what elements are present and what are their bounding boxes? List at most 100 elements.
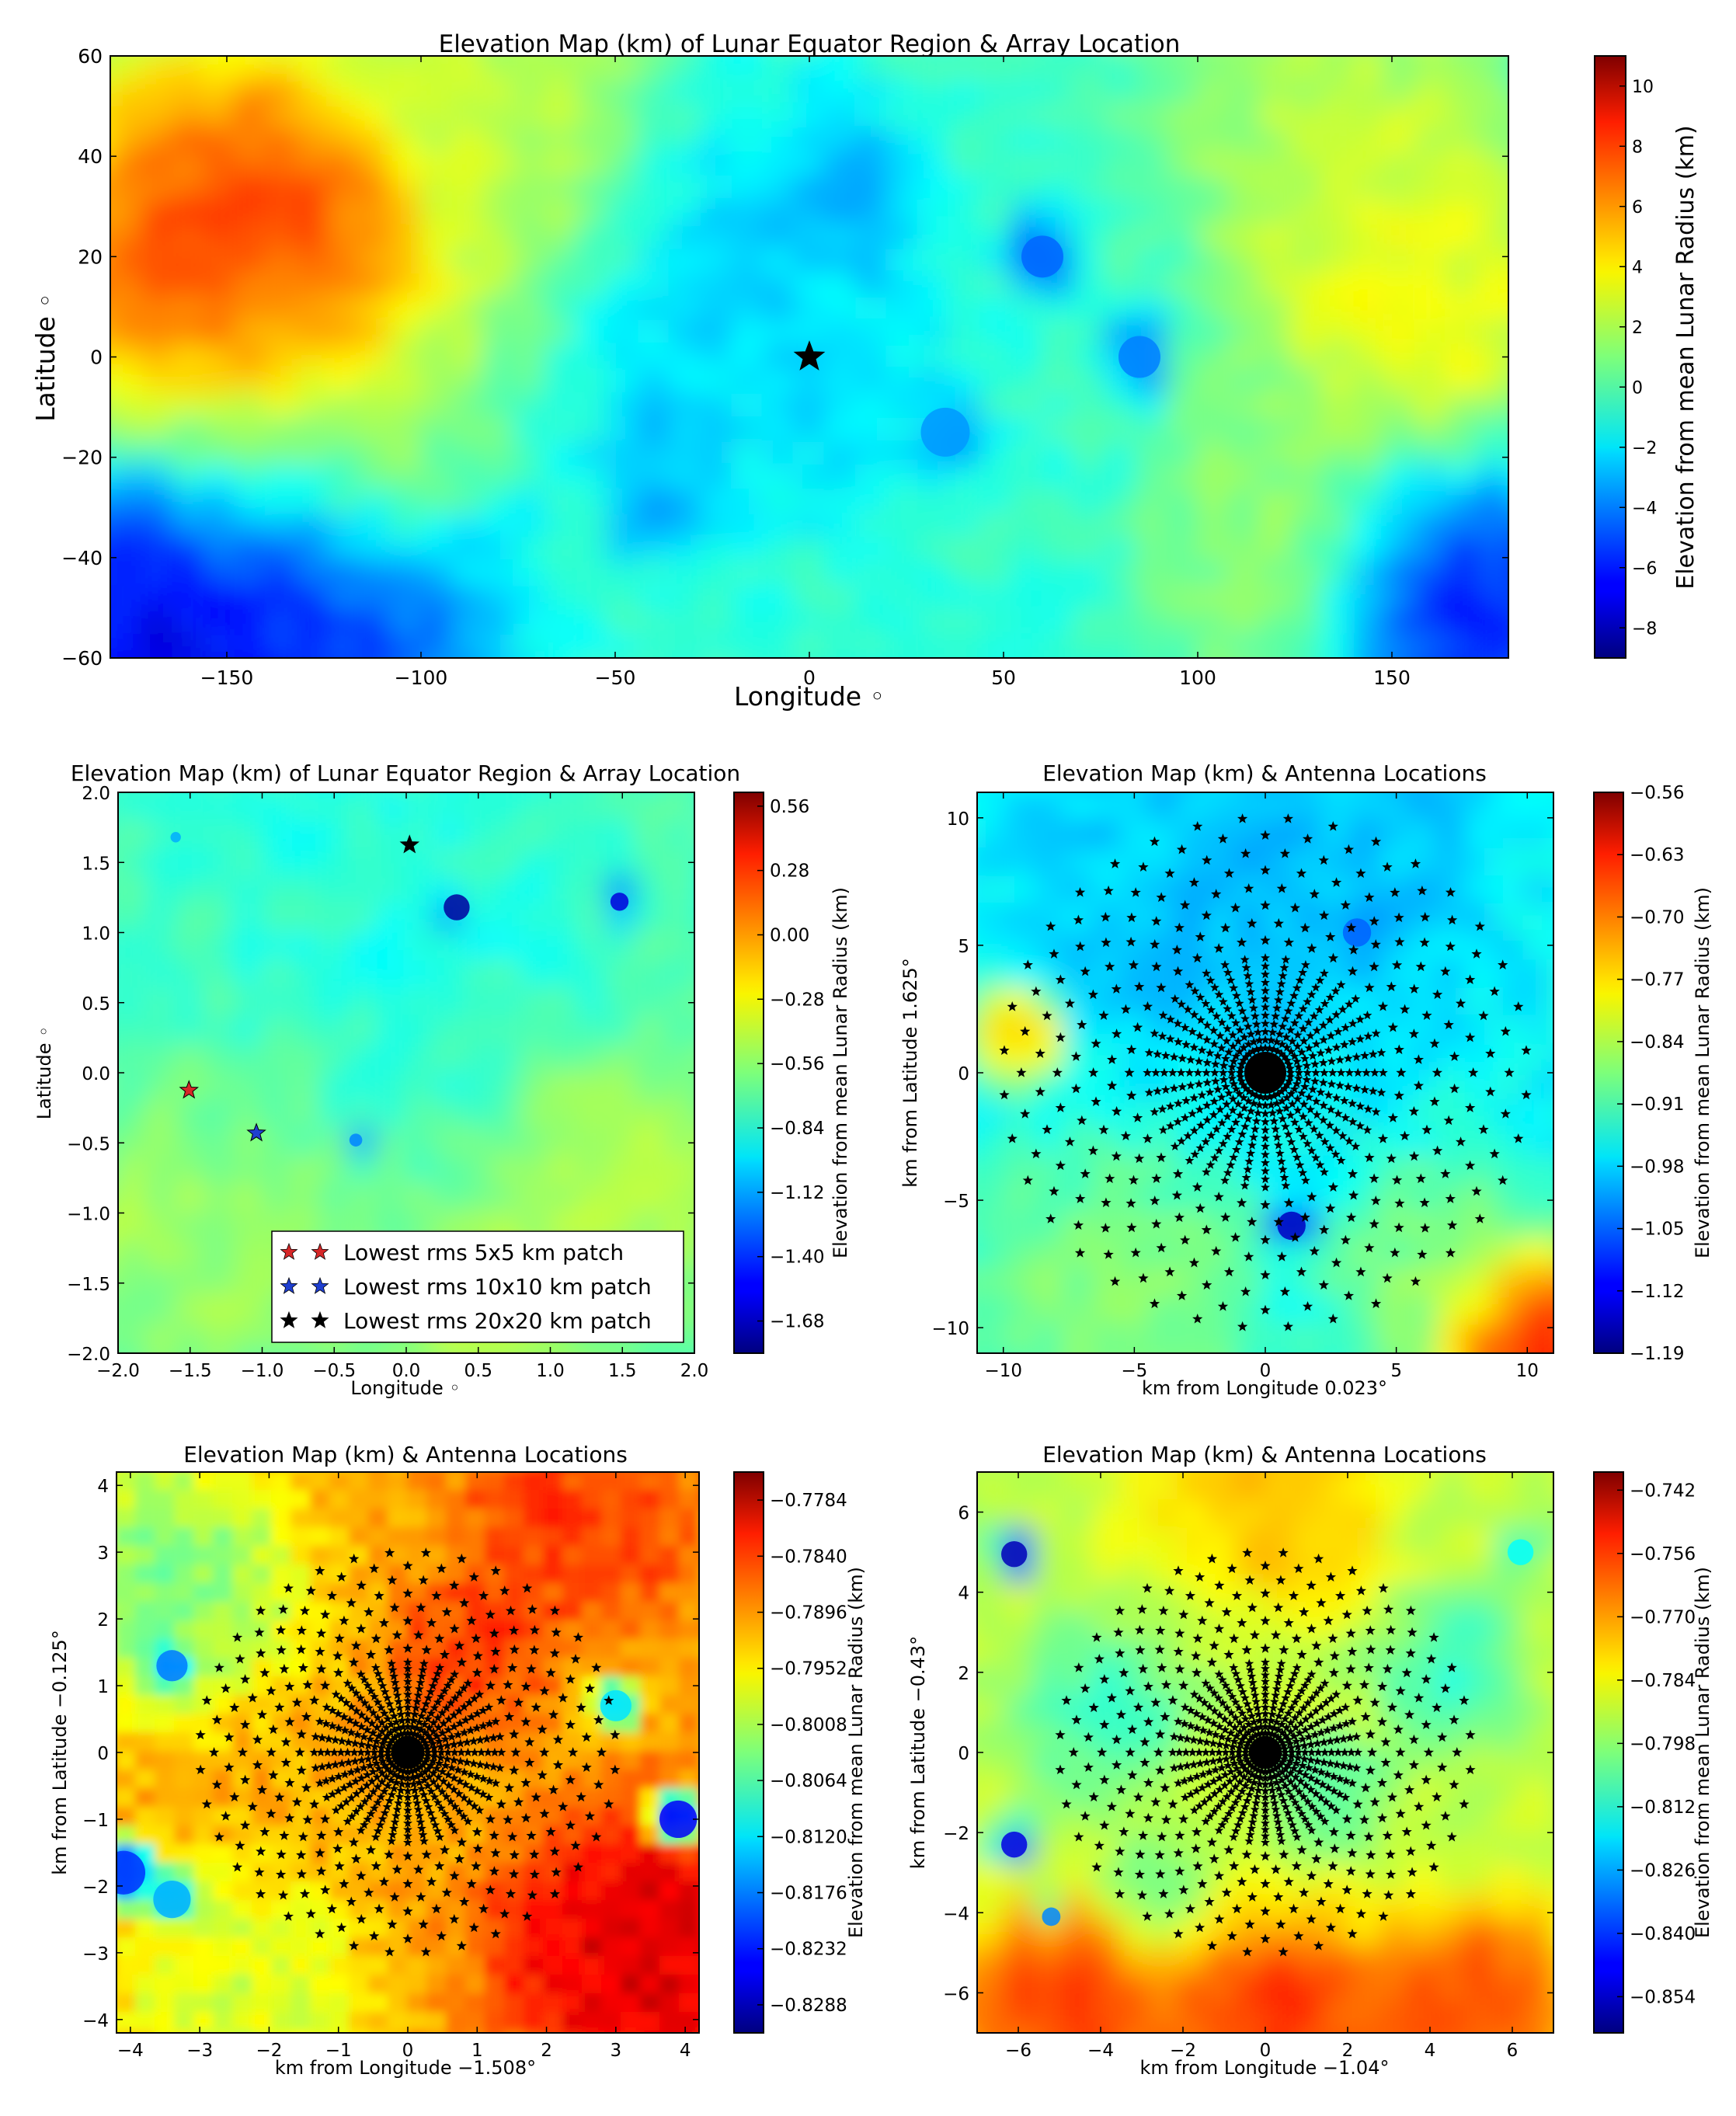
antenna-star: [1220, 1175, 1230, 1185]
antenna-star: [1268, 1027, 1278, 1037]
antenna-star: [1261, 1010, 1270, 1020]
antenna-star: [1272, 1098, 1282, 1108]
antenna-star: [365, 1844, 377, 1855]
antenna-star: [509, 1644, 520, 1655]
antenna-star: [1142, 1001, 1153, 1011]
antenna-star: [1339, 1039, 1349, 1049]
antenna-star: [1449, 1083, 1460, 1094]
antenna-star: [456, 1657, 468, 1667]
antenna-star: [1290, 1713, 1300, 1722]
antenna-star: [1195, 992, 1205, 1002]
k5-surface-features: [117, 1650, 698, 1919]
antenna-star: [315, 1646, 325, 1657]
antenna-star: [382, 1801, 392, 1811]
antenna-star: [1521, 1045, 1532, 1056]
antenna-star: [416, 1677, 426, 1687]
colorbar-tick-label: −0.8176: [770, 1884, 847, 1904]
x-tick-label: 1.0: [536, 1361, 565, 1381]
colorbar-tick-label: −8: [1632, 619, 1657, 639]
antenna-star: [1319, 1167, 1329, 1176]
antenna-star: [1254, 1736, 1264, 1745]
colorbar-tick-label: −6: [1632, 559, 1657, 579]
antenna-star: [1338, 1760, 1348, 1770]
antenna-star: [1271, 1690, 1281, 1700]
antenna-star: [396, 1785, 406, 1795]
antenna-star: [1283, 1876, 1294, 1887]
x-tick-label: 0.0: [392, 1361, 421, 1381]
antenna-star: [1376, 1048, 1386, 1057]
antenna-star: [1382, 1663, 1393, 1674]
antenna-star: [1174, 1830, 1185, 1840]
antenna-star: [1106, 1801, 1117, 1811]
antenna-star: [317, 1732, 327, 1742]
antenna-star: [1091, 1038, 1101, 1049]
antenna-star: [1235, 1727, 1245, 1736]
antenna-star: [1256, 1773, 1266, 1782]
antenna-star: [1132, 1791, 1144, 1802]
antenna-star: [1301, 1780, 1311, 1790]
antenna-star: [1348, 1018, 1358, 1028]
antenna-star: [1369, 1218, 1379, 1229]
antenna-star: [1437, 1762, 1448, 1773]
antenna-star: [1283, 1129, 1293, 1139]
antenna-star: [439, 1718, 449, 1728]
antenna-star: [316, 1663, 327, 1674]
antenna-star: [1271, 1805, 1281, 1814]
antenna-star: [1500, 1025, 1511, 1036]
antenna-star: [391, 1777, 402, 1787]
antenna-star: [412, 1731, 423, 1740]
array5-heatmap: [117, 1472, 699, 2033]
antenna-star: [327, 1773, 337, 1784]
antenna-star: [1289, 1669, 1299, 1678]
antenna-star: [1114, 1605, 1125, 1616]
antenna-star: [1251, 1723, 1261, 1732]
antenna-star: [324, 1760, 334, 1770]
antenna-star: [1245, 1735, 1255, 1745]
antenna-star: [1202, 854, 1212, 865]
antenna-star: [1237, 813, 1248, 823]
antenna-star: [1276, 1658, 1286, 1668]
k20-surface-features: [1277, 918, 1372, 1241]
antenna-star: [565, 1819, 576, 1830]
antenna-star: [1334, 1789, 1345, 1798]
antenna-star: [441, 1606, 452, 1617]
antenna-star: [1173, 1565, 1184, 1575]
antenna-star: [1233, 1747, 1244, 1757]
antenna-star: [1270, 1630, 1282, 1640]
antenna-star: [1178, 1053, 1188, 1063]
antenna-star: [1111, 983, 1122, 994]
antenna-star: [208, 1747, 220, 1757]
colorbar-tick-label: −0.742: [1630, 1481, 1696, 1501]
antenna-star: [1296, 1808, 1306, 1818]
y-tick-label: −0.5: [67, 1134, 110, 1154]
antenna-star: [373, 1697, 383, 1707]
antenna-star: [374, 1903, 384, 1914]
antenna-star: [391, 1811, 402, 1820]
antenna-star: [1230, 1697, 1240, 1707]
antenna-star: [375, 1820, 385, 1829]
antenna-star: [1250, 1124, 1260, 1133]
antenna-star: [1478, 1124, 1489, 1134]
antenna-star: [1336, 1155, 1346, 1165]
antenna-star: [1414, 1801, 1425, 1811]
antenna-star: [527, 1889, 537, 1900]
antenna-star: [296, 1850, 307, 1860]
antenna-star: [1212, 1124, 1222, 1133]
antenna-star: [1226, 1067, 1237, 1077]
antenna-star: [266, 1685, 277, 1696]
antenna-star: [1343, 1082, 1353, 1091]
antenna-star: [450, 1693, 460, 1703]
antenna-star: [520, 1716, 531, 1727]
antenna-star: [1156, 982, 1167, 993]
antenna-star: [214, 1662, 224, 1672]
antenna-star: [371, 1832, 381, 1842]
antenna-star: [392, 1690, 402, 1700]
antenna-star: [1306, 1669, 1317, 1679]
antenna-star: [1075, 1193, 1086, 1204]
y-tick-label: 0.5: [82, 994, 110, 1014]
antenna-star: [478, 1789, 488, 1798]
antenna-star: [1202, 968, 1212, 978]
antenna-star: [356, 1693, 366, 1703]
antenna-star: [1261, 1125, 1270, 1134]
antenna-star: [449, 1721, 459, 1731]
